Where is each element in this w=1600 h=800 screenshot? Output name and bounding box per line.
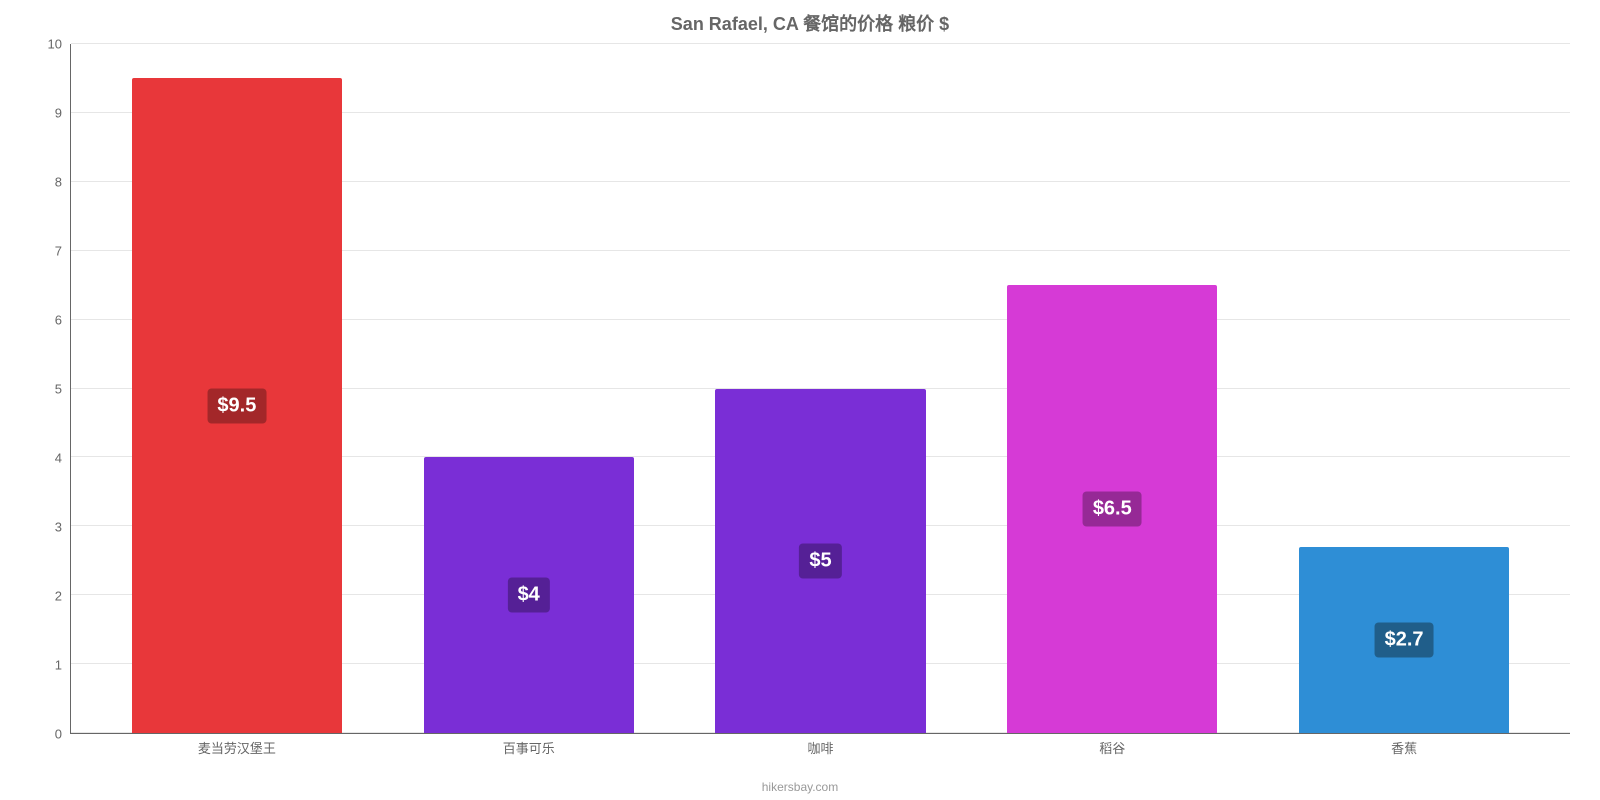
- attribution-text: hikersbay.com: [762, 780, 838, 794]
- y-axis: 012345678910: [40, 44, 70, 734]
- y-tick-label: 10: [32, 37, 62, 52]
- price-chart: San Rafael, CA 餐馆的价格 粮价 $ 012345678910 $…: [0, 0, 1600, 800]
- bar-value-label: $9.5: [207, 388, 266, 423]
- bar-slot: $4: [383, 44, 675, 733]
- y-tick-label: 4: [32, 451, 62, 466]
- bar: $9.5: [132, 78, 342, 733]
- y-tick-label: 1: [32, 658, 62, 673]
- bar-slot: $5: [675, 44, 967, 733]
- x-tick-label: 麦当劳汉堡王: [91, 738, 383, 757]
- plot-area: $9.5$4$5$6.5$2.7 麦当劳汉堡王百事可乐咖啡稻谷香蕉: [70, 44, 1570, 734]
- bar-value-label: $5: [799, 543, 841, 578]
- y-tick-label: 3: [32, 520, 62, 535]
- chart-title: San Rafael, CA 餐馆的价格 粮价 $: [50, 10, 1570, 36]
- y-tick-label: 2: [32, 589, 62, 604]
- x-tick-label: 百事可乐: [383, 738, 675, 757]
- bar-value-label: $4: [508, 578, 550, 613]
- bar: $2.7: [1299, 547, 1509, 733]
- x-axis-labels: 麦当劳汉堡王百事可乐咖啡稻谷香蕉: [71, 738, 1570, 757]
- bar: $5: [715, 389, 925, 734]
- bars-group: $9.5 $4 $5 $6.5 $2.7: [71, 44, 1570, 733]
- bar-value-label: $2.7: [1375, 622, 1434, 657]
- y-tick-label: 5: [32, 382, 62, 397]
- bar-slot: $9.5: [91, 44, 383, 733]
- bar-value-label: $6.5: [1083, 492, 1142, 527]
- y-tick-label: 8: [32, 175, 62, 190]
- bar-slot: $2.7: [1258, 44, 1550, 733]
- y-tick-label: 0: [32, 727, 62, 742]
- plot-wrapper: 012345678910 $9.5$4$5$6.5$2.7 麦当劳汉堡王百事可乐…: [70, 44, 1570, 734]
- y-tick-label: 9: [32, 106, 62, 121]
- y-tick-label: 7: [32, 244, 62, 259]
- bar: $4: [424, 457, 634, 733]
- x-tick-label: 稻谷: [966, 738, 1258, 757]
- bar-slot: $6.5: [966, 44, 1258, 733]
- x-tick-label: 香蕉: [1258, 738, 1550, 757]
- bar: $6.5: [1007, 285, 1217, 733]
- x-tick-label: 咖啡: [675, 738, 967, 757]
- y-tick-label: 6: [32, 313, 62, 328]
